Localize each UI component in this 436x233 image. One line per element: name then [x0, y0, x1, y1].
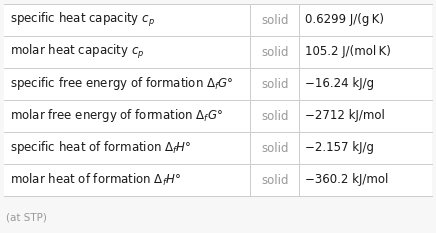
Text: solid: solid: [261, 14, 289, 27]
Text: (at STP): (at STP): [6, 213, 47, 223]
Text: solid: solid: [261, 110, 289, 123]
Text: molar heat of formation $\Delta_f H°$: molar heat of formation $\Delta_f H°$: [10, 172, 181, 188]
Text: 0.6299 J/(g K): 0.6299 J/(g K): [305, 14, 384, 27]
Text: specific heat capacity $c_p$: specific heat capacity $c_p$: [10, 11, 155, 29]
Text: 105.2 J/(mol K): 105.2 J/(mol K): [305, 45, 391, 58]
Text: −16.24 kJ/g: −16.24 kJ/g: [305, 78, 375, 90]
Text: solid: solid: [261, 141, 289, 154]
Text: solid: solid: [261, 78, 289, 90]
Text: specific heat of formation $\Delta_f H°$: specific heat of formation $\Delta_f H°$: [10, 140, 191, 157]
Text: molar heat capacity $c_p$: molar heat capacity $c_p$: [10, 43, 145, 61]
Text: −2712 kJ/mol: −2712 kJ/mol: [305, 110, 385, 123]
Text: solid: solid: [261, 174, 289, 186]
Text: molar free energy of formation $\Delta_f G°$: molar free energy of formation $\Delta_f…: [10, 107, 223, 124]
Text: specific free energy of formation $\Delta_f G°$: specific free energy of formation $\Delt…: [10, 75, 234, 93]
Bar: [4, 4, 432, 196]
Text: −360.2 kJ/mol: −360.2 kJ/mol: [305, 174, 389, 186]
Text: −2.157 kJ/g: −2.157 kJ/g: [305, 141, 375, 154]
Text: solid: solid: [261, 45, 289, 58]
